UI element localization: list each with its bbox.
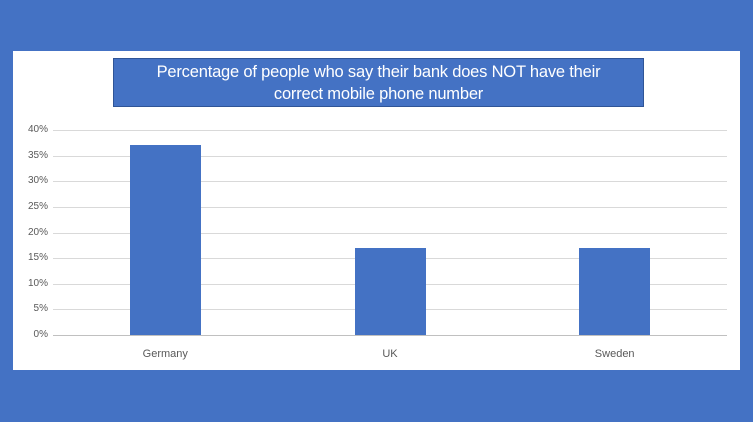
gridline xyxy=(53,130,727,131)
y-tick-label: 10% xyxy=(27,277,48,289)
bar-uk xyxy=(354,247,426,335)
x-axis-line xyxy=(53,335,727,336)
bar-sweden xyxy=(579,247,651,335)
x-category-label: UK xyxy=(382,348,398,360)
plot-area xyxy=(53,130,727,336)
gridline xyxy=(53,206,727,208)
chart-title-line-1: Percentage of people who say their bank … xyxy=(156,62,601,81)
y-tick-label: 40% xyxy=(27,124,48,135)
y-tick-label: 5% xyxy=(33,303,48,315)
chart-panel: Percentage of people who say their bank … xyxy=(13,51,740,370)
y-tick-label: 15% xyxy=(27,252,48,264)
gridline xyxy=(53,155,727,157)
chart-title: Percentage of people who say their bank … xyxy=(113,58,644,107)
y-tick-label: 20% xyxy=(27,226,48,238)
y-tick-label: 35% xyxy=(27,149,48,161)
y-tick-label: 0% xyxy=(33,329,48,340)
x-category-label: Germany xyxy=(142,348,188,360)
chart-title-line-2: correct mobile phone number xyxy=(273,84,484,103)
y-tick-label: 30% xyxy=(27,175,48,187)
bar-germany xyxy=(129,145,201,335)
y-tick-label: 25% xyxy=(27,200,48,212)
gridline xyxy=(53,232,727,234)
gridline xyxy=(53,181,727,183)
x-category-label: Sweden xyxy=(594,348,635,360)
